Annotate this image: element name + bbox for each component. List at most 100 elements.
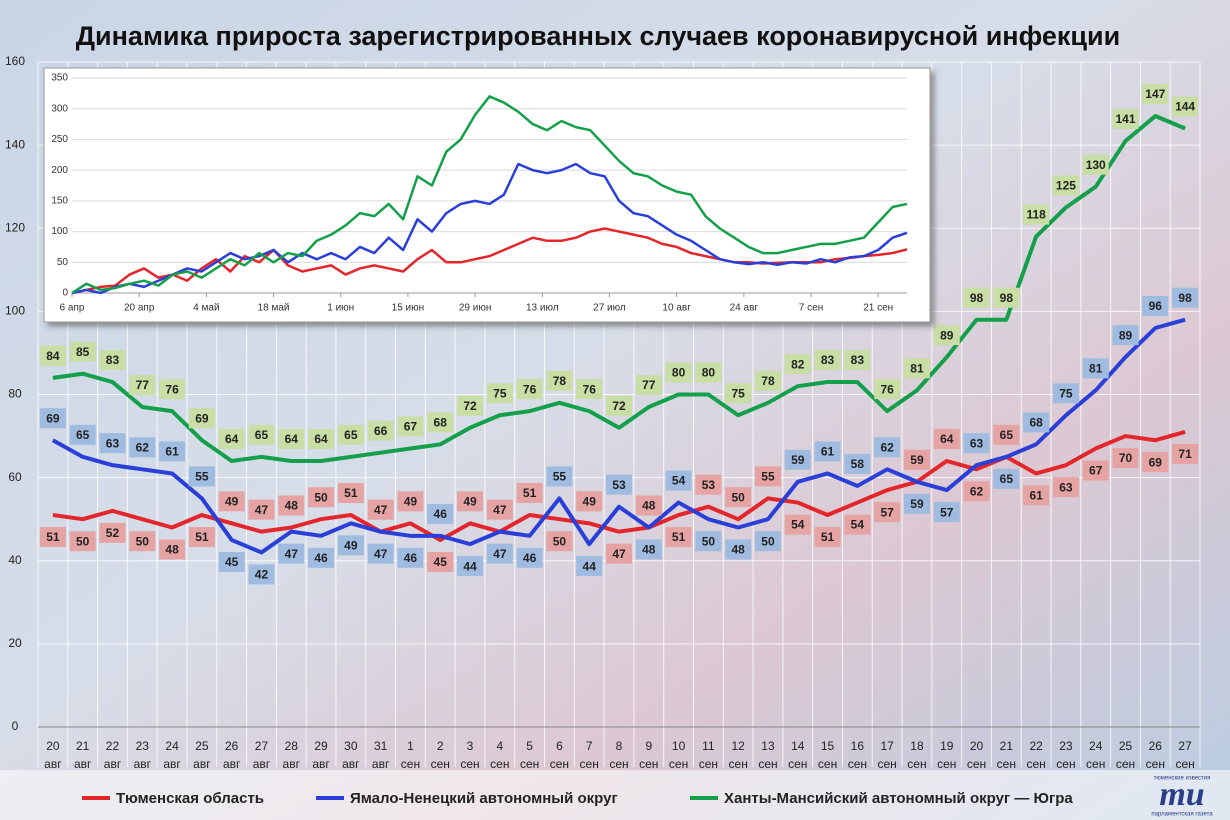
value-label: 61 <box>1029 489 1043 503</box>
y-tick-label: 350 <box>51 73 68 84</box>
value-label-box <box>1112 448 1139 469</box>
value-label-box <box>993 287 1020 308</box>
x-tick-label: сен <box>1146 757 1165 771</box>
value-label: 72 <box>463 399 477 413</box>
value-label: 76 <box>880 382 894 396</box>
value-label: 47 <box>285 547 299 561</box>
x-tick-label: авг <box>44 757 62 771</box>
value-label: 118 <box>1026 208 1046 222</box>
value-label-box <box>993 424 1020 445</box>
value-label-box <box>1142 84 1169 105</box>
y-tick-label: 120 <box>5 220 25 234</box>
value-label: 96 <box>1149 299 1163 313</box>
x-tick-label: 12 <box>731 739 745 753</box>
value-label: 80 <box>702 366 716 380</box>
value-label-box <box>1112 325 1139 346</box>
value-label-box <box>606 395 632 416</box>
x-tick-label: авг <box>223 757 241 771</box>
x-tick-label: сен <box>580 757 599 771</box>
value-label-box <box>39 408 66 429</box>
x-tick-label: 1 июн <box>327 303 354 314</box>
value-label: 54 <box>791 518 805 532</box>
value-label-box <box>337 483 364 504</box>
inset-frame <box>43 67 931 323</box>
value-label: 81 <box>1089 362 1103 376</box>
value-label-box <box>1082 358 1109 379</box>
x-tick-label: 17 <box>880 739 894 753</box>
y-tick-label: 300 <box>51 103 68 114</box>
value-label: 61 <box>821 445 835 459</box>
value-label-box <box>814 441 841 462</box>
x-tick-label: авг <box>312 757 330 771</box>
value-label: 47 <box>374 547 388 561</box>
x-tick-label: 27 <box>255 739 269 753</box>
x-tick-label: сен <box>729 757 748 771</box>
x-tick-label: 19 <box>940 739 954 753</box>
x-tick-label: 13 июл <box>526 303 559 314</box>
value-label-box <box>308 429 335 449</box>
x-tick-label: 15 <box>821 739 835 753</box>
x-tick-label: 22 <box>1029 739 1043 753</box>
value-label: 66 <box>374 424 388 438</box>
x-tick-label: 5 <box>526 739 533 753</box>
value-label: 51 <box>344 486 358 500</box>
value-label: 57 <box>940 505 954 519</box>
value-label: 68 <box>434 416 448 430</box>
value-label-box <box>576 556 603 577</box>
value-label: 55 <box>761 470 775 484</box>
legend-label: Ямало-Ненецкий автономный округ <box>350 790 618 807</box>
value-label: 76 <box>523 382 537 396</box>
value-label: 49 <box>463 495 477 509</box>
value-label-box <box>576 379 603 400</box>
y-tick-label: 0 <box>62 288 68 299</box>
value-label-box <box>963 433 990 454</box>
value-label: 49 <box>344 539 358 553</box>
value-label: 63 <box>106 436 120 450</box>
value-label-box <box>397 547 424 568</box>
value-label: 46 <box>314 551 328 565</box>
value-label-box <box>278 429 305 449</box>
value-label-box <box>1052 175 1079 196</box>
x-tick-label: сен <box>431 757 450 771</box>
x-tick-label: сен <box>609 757 628 771</box>
logo: тюменские известия mu парламентская газе… <box>1151 776 1213 818</box>
value-label: 78 <box>761 374 775 388</box>
value-label: 77 <box>642 378 656 392</box>
value-label-box <box>129 531 156 552</box>
y-tick-label: 20 <box>8 636 22 650</box>
value-label-box <box>844 514 871 535</box>
value-label-box <box>278 495 305 516</box>
value-label: 64 <box>225 432 239 446</box>
x-tick-label: сен <box>877 757 896 771</box>
series-line <box>71 95 908 295</box>
value-label: 51 <box>523 486 537 500</box>
value-label-box <box>576 491 603 512</box>
value-label-box <box>308 487 335 508</box>
x-tick-label: авг <box>134 757 152 771</box>
value-label-box <box>695 474 722 495</box>
x-tick-label: авг <box>372 757 390 771</box>
value-label: 62 <box>970 484 984 498</box>
x-tick-label: 6 апр <box>60 303 85 314</box>
value-label-box <box>337 535 364 556</box>
series-line <box>51 317 1186 555</box>
logo-top: тюменские известия <box>1154 776 1211 782</box>
value-label-box <box>1172 96 1199 117</box>
value-label: 58 <box>851 457 865 471</box>
x-tick-label: 18 <box>910 739 924 753</box>
x-tick-label: 1 <box>407 739 414 753</box>
y-tick-label: 250 <box>51 134 68 145</box>
value-label-box <box>754 370 781 391</box>
x-tick-label: сен <box>1116 757 1135 771</box>
value-label: 77 <box>136 378 150 392</box>
value-label: 49 <box>404 495 418 509</box>
x-tick-label: 30 <box>344 739 358 753</box>
value-label-box <box>427 503 454 524</box>
value-label-box <box>1023 485 1050 506</box>
x-tick-label: 11 <box>702 739 715 753</box>
x-tick-label: сен <box>520 757 539 771</box>
value-label-box <box>933 429 960 449</box>
value-label: 64 <box>940 432 954 446</box>
x-tick-label: 21 <box>76 739 90 753</box>
value-label: 81 <box>910 362 924 376</box>
